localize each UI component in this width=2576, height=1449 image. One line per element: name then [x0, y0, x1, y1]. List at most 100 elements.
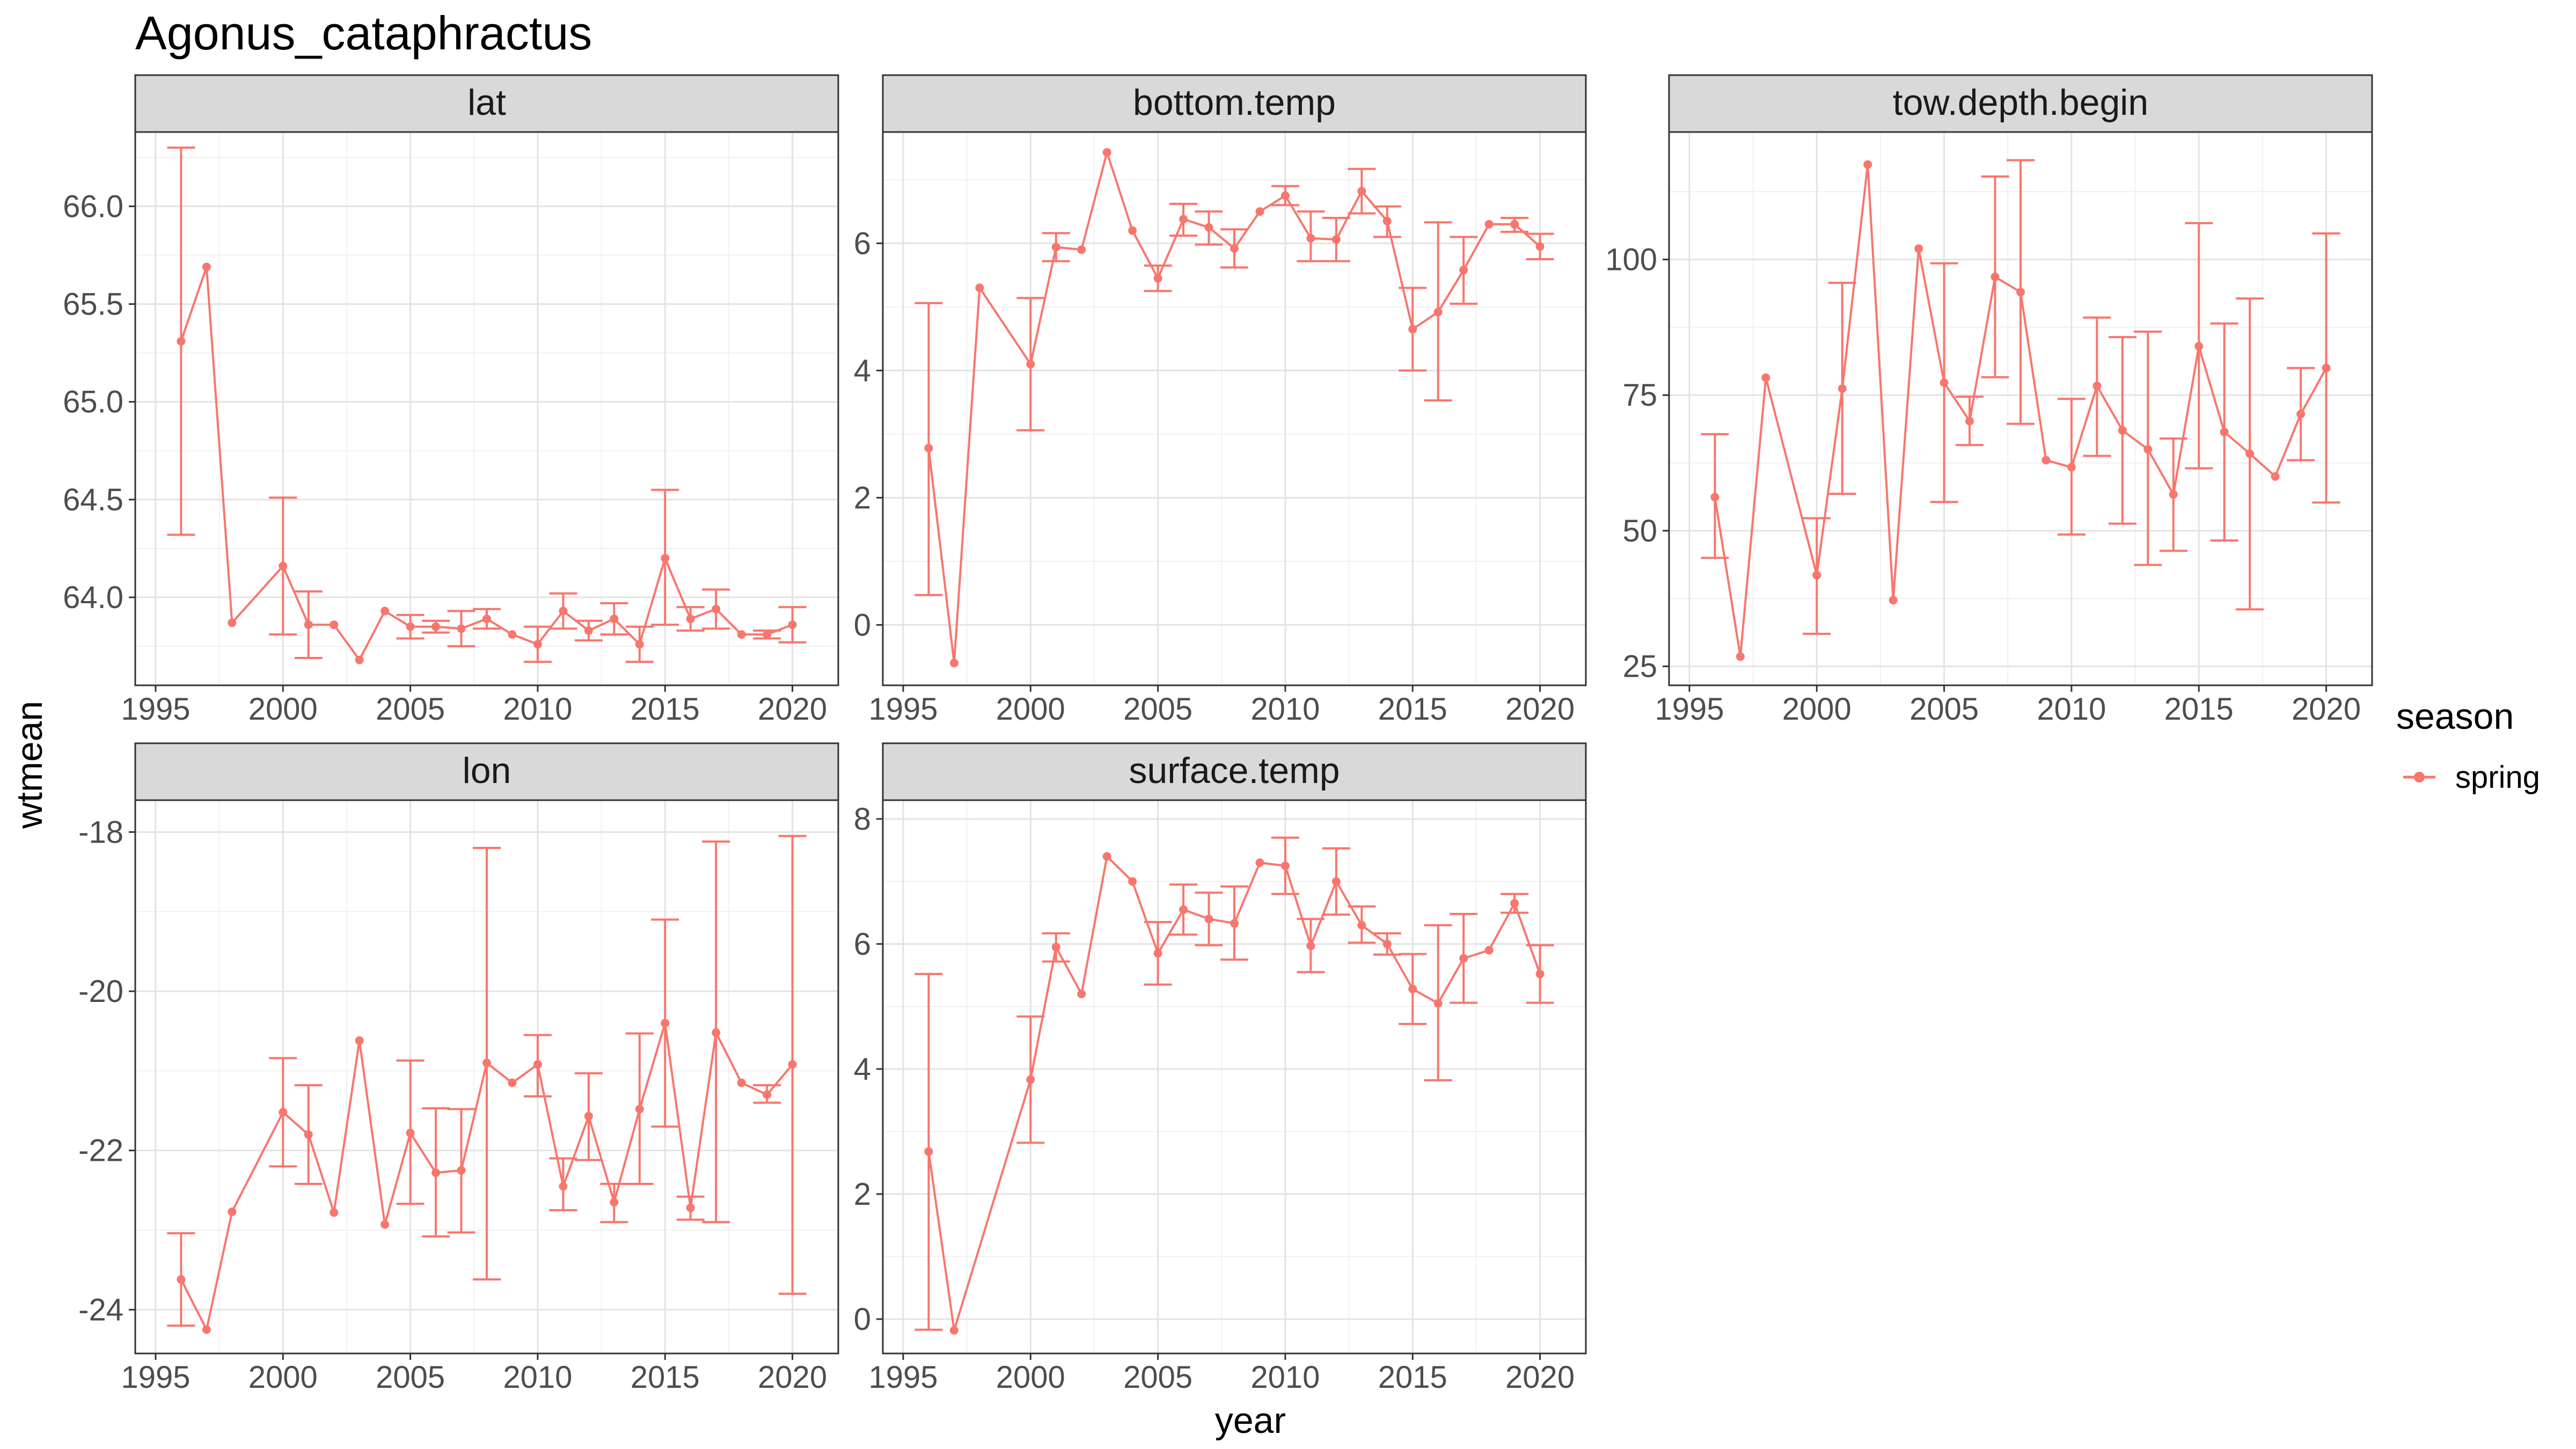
data-point: [1026, 360, 1035, 369]
data-point: [406, 1129, 415, 1138]
y-tick-label: 4: [854, 353, 871, 388]
x-tick-label: 2000: [248, 1360, 318, 1395]
data-point: [1077, 990, 1086, 999]
y-tick-label: 2: [854, 1177, 871, 1212]
data-point: [508, 630, 517, 639]
x-tick-label: 2020: [758, 1360, 827, 1395]
data-point: [1408, 984, 1417, 993]
facet-strip-label: lat: [467, 82, 506, 123]
plot-background: [883, 800, 1586, 1353]
data-point: [584, 626, 593, 635]
data-point: [1710, 493, 1719, 502]
data-point: [1484, 946, 1494, 955]
data-point: [1433, 999, 1443, 1008]
x-tick-label: 2000: [1782, 692, 1851, 727]
data-point: [610, 614, 619, 624]
data-point: [406, 622, 415, 631]
facet-tow-depth-begin: tow.depth.begin 1995 2000 2005 2010 2015 2020 2…: [1605, 74, 2373, 727]
data-point: [2194, 342, 2204, 351]
data-point: [431, 622, 441, 631]
data-point: [1990, 272, 2000, 281]
data-point: [2245, 449, 2255, 458]
data-point: [1331, 877, 1341, 886]
data-point: [1357, 187, 1366, 196]
data-point: [763, 630, 772, 639]
y-tick-label: 8: [854, 802, 871, 837]
y-tick-label: 64.5: [63, 482, 123, 517]
x-tick-label: 2020: [2292, 692, 2361, 727]
x-tick-label: 1995: [1655, 692, 1724, 727]
data-point: [1535, 242, 1545, 251]
data-point: [1128, 226, 1137, 235]
panel-border: [134, 799, 839, 1355]
facet-strip: [134, 742, 839, 801]
data-point: [924, 443, 933, 452]
x-tick-label: 2020: [758, 692, 827, 727]
data-point: [533, 1060, 542, 1069]
data-point: [1459, 954, 1468, 963]
data-point: [1102, 148, 1111, 157]
data-point: [228, 1207, 237, 1216]
legend: season spring: [2396, 696, 2540, 795]
data-point: [1077, 245, 1086, 254]
facet-lat: lat 1995 2000 2005 2010 2015 2020 64.0 64.5 65.0 6…: [63, 74, 839, 727]
data-point: [1838, 384, 1847, 393]
x-tick-label: 2020: [1505, 692, 1575, 727]
x-tick-label: 1995: [121, 692, 190, 727]
data-point: [686, 1203, 695, 1212]
data-point: [330, 1208, 339, 1217]
data-point: [788, 1060, 797, 1069]
data-point: [1510, 219, 1519, 229]
data-point: [1179, 905, 1188, 914]
facet-strip-label: surface.temp: [1129, 750, 1340, 791]
facet-strip: [1668, 74, 2373, 133]
data-point: [737, 1078, 746, 1087]
data-point: [304, 620, 313, 630]
x-tick-label: 1995: [121, 1360, 190, 1395]
data-point: [737, 630, 746, 639]
data-point: [661, 554, 670, 563]
data-point: [1408, 325, 1417, 334]
data-point: [177, 1275, 186, 1284]
y-tick-label: 25: [1622, 649, 1657, 684]
x-tick-label: 2000: [996, 1360, 1065, 1395]
data-point: [1280, 861, 1290, 870]
data-point: [712, 1028, 721, 1037]
y-axis-title: wtmean: [9, 701, 50, 829]
y-tick-label: -24: [78, 1292, 123, 1327]
data-point: [355, 655, 364, 664]
y-tick-label: -22: [78, 1133, 123, 1168]
data-point: [1459, 266, 1468, 275]
plot-background: [883, 132, 1586, 685]
data-point: [1051, 243, 1060, 252]
x-tick-label: 1995: [868, 1360, 938, 1395]
data-point: [2169, 490, 2178, 499]
data-point: [1204, 914, 1213, 924]
data-point: [2067, 463, 2076, 472]
data-point: [635, 1104, 644, 1114]
y-tick-label: 65.0: [63, 385, 123, 420]
facet-strip: [882, 742, 1587, 801]
data-point: [661, 1019, 670, 1028]
data-point: [380, 606, 390, 616]
data-point: [1812, 570, 1821, 580]
data-point: [1230, 244, 1239, 253]
x-tick-label: 2010: [1250, 1360, 1320, 1395]
data-point: [1761, 373, 1770, 382]
panel-border: [882, 131, 1587, 686]
data-point: [1535, 969, 1545, 978]
x-axis-title: year: [1215, 1400, 1286, 1441]
panel-border: [134, 131, 839, 686]
series-line-spring: [180, 1022, 794, 1333]
data-point: [788, 620, 797, 630]
data-point: [712, 604, 721, 613]
data-point: [279, 1108, 288, 1117]
data-point: [2296, 409, 2306, 419]
data-point: [482, 1058, 491, 1067]
data-point: [431, 1168, 441, 1177]
data-point: [1026, 1075, 1035, 1084]
data-point: [533, 640, 542, 649]
x-tick-label: 2005: [376, 1360, 445, 1395]
data-point: [1153, 949, 1162, 958]
